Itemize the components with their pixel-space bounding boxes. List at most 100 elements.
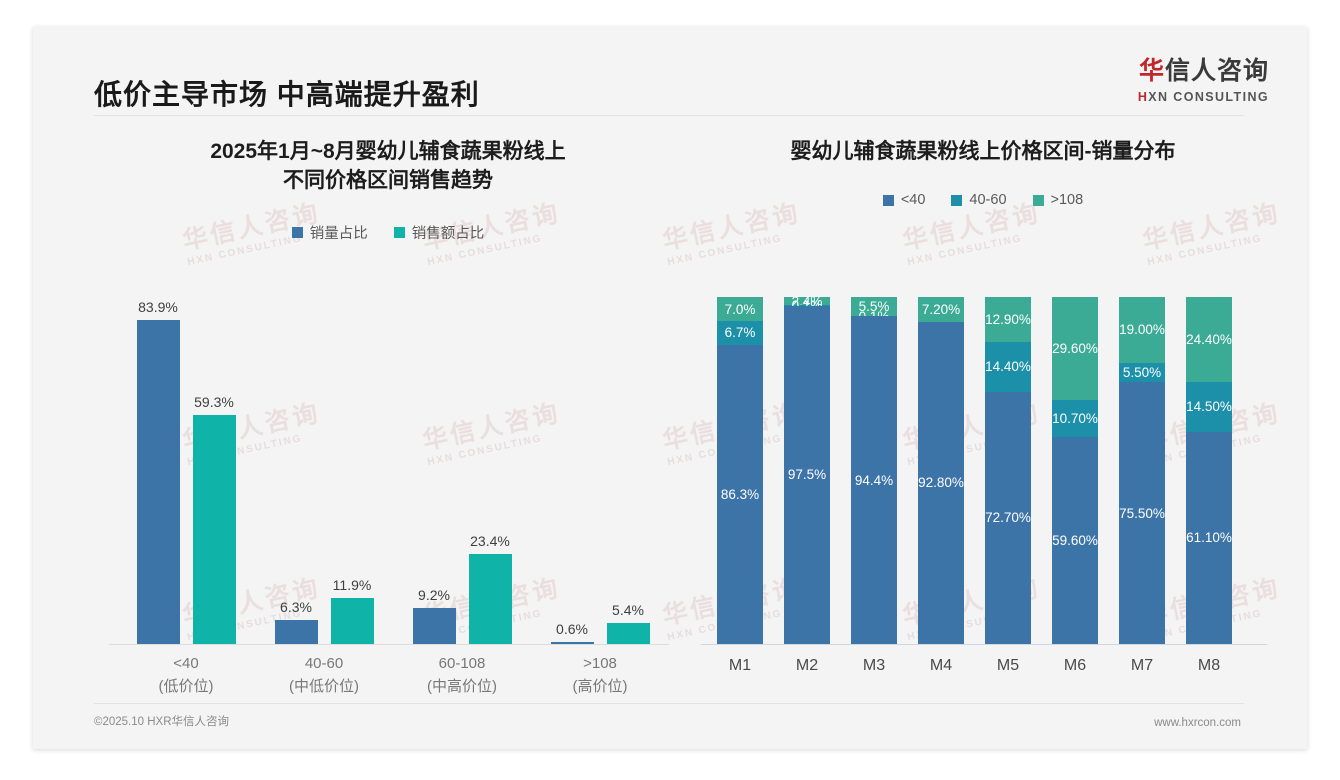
bar-销售额占比[interactable] bbox=[192, 414, 236, 644]
legend-swatch-icon bbox=[951, 194, 963, 206]
stack-segment-label: 5.50% bbox=[1122, 364, 1162, 380]
right-chart-bars: 7.0% 6.7% 86.3% 2.4%0.1%97.5% 5.5%0.1%94.4% 7… bbox=[701, 294, 1267, 645]
bar-wrapper: 83.9% bbox=[136, 297, 180, 644]
category-label-tier: (低价位) bbox=[158, 677, 214, 695]
bar-group: 6.3% 11.9% bbox=[259, 297, 389, 644]
bar-wrapper: 11.9% bbox=[330, 297, 374, 644]
logo-english-first: H bbox=[1137, 90, 1149, 104]
category-label-tier: (中低价位) bbox=[289, 677, 359, 695]
bar-value-label: 0.6% bbox=[556, 620, 588, 637]
right-chart-plot-area: 7.0% 6.7% 86.3% 2.4%0.1%97.5% 5.5%0.1%94.4% 7… bbox=[701, 294, 1267, 697]
legend-swatch-icon bbox=[393, 226, 405, 238]
stacked-bar: 2.4%0.1%97.5% bbox=[784, 294, 830, 644]
stack-segment-label: 59.60% bbox=[1052, 532, 1098, 548]
stack-segment-<40[interactable]: 75.50% bbox=[1119, 382, 1165, 644]
legend-item-2[interactable]: 销售额占比 bbox=[393, 222, 484, 243]
stack-segment-label: 2.4% bbox=[791, 293, 823, 309]
bar-销售额占比[interactable] bbox=[468, 553, 512, 644]
right-chart-panel: 婴幼儿辅食蔬果粉线上价格区间-销量分布 <40 40-60 >108 7.0% 6.7… bbox=[693, 137, 1273, 697]
bar-wrapper: 59.3% bbox=[192, 297, 236, 644]
stack-segment-40-60[interactable]: 5.50% bbox=[1119, 362, 1165, 382]
stack-segment->108[interactable]: 19.00% bbox=[1119, 297, 1165, 363]
legend-item-1[interactable]: 销量占比 bbox=[291, 222, 368, 243]
month-label: M1 bbox=[728, 657, 752, 674]
stack-segment-label: 7.0% bbox=[724, 301, 756, 317]
stack-segment-label: 61.10% bbox=[1186, 530, 1232, 546]
stacked-bar: 7.20% 92.80% bbox=[918, 297, 964, 644]
stack-segment-<40[interactable]: 61.10% bbox=[1186, 431, 1232, 644]
bar-wrapper: 5.4% bbox=[606, 297, 650, 644]
bar-销售额占比[interactable] bbox=[330, 598, 374, 644]
stack-segment-label: 6.7% bbox=[724, 325, 756, 341]
stack-segment-label: 7.20% bbox=[921, 301, 961, 317]
stack-segment-label: 14.40% bbox=[985, 359, 1031, 375]
bar-group: 83.9% 59.3% bbox=[121, 297, 251, 644]
stack-segment-<40[interactable]: 97.5% bbox=[784, 305, 830, 644]
stack-segment->108[interactable]: 2.4% bbox=[784, 294, 830, 309]
stack-segment-40-60[interactable]: 10.70% bbox=[1052, 399, 1098, 437]
stack-segment-<40[interactable]: 94.4% bbox=[851, 316, 897, 644]
category-label-range: 60-108 bbox=[438, 655, 486, 672]
stack-segment->108[interactable]: 29.60% bbox=[1052, 296, 1098, 400]
left-chart-title: 2025年1月~8月婴幼儿辅食蔬果粉线上 不同价格区间销售趋势 bbox=[93, 137, 683, 196]
page-title: 低价主导市场 中高端提升盈利 bbox=[94, 79, 480, 110]
bar-销量占比[interactable] bbox=[550, 641, 594, 644]
legend-item-3[interactable]: >108 bbox=[1032, 192, 1084, 209]
bar-value-label: 6.3% bbox=[280, 598, 312, 615]
logo-chinese-rest: 信人咨询 bbox=[1164, 57, 1269, 85]
stack-segment-<40[interactable]: 92.80% bbox=[918, 321, 964, 644]
legend-item-2[interactable]: 40-60 bbox=[951, 192, 1007, 208]
left-chart-legend: 销量占比 销售额占比 bbox=[93, 222, 683, 243]
category-label-tier: (中高价位) bbox=[427, 677, 497, 695]
stack-segment-label: 72.70% bbox=[985, 510, 1031, 526]
month-label: M8 bbox=[1197, 657, 1221, 674]
stack-segment->108[interactable]: 5.5% bbox=[851, 297, 897, 317]
stack-segment->108[interactable]: 12.90% bbox=[985, 297, 1031, 342]
stacked-bar: 5.5%0.1%94.4% bbox=[851, 297, 897, 644]
stack-segment-label: 86.3% bbox=[720, 486, 760, 502]
stacked-bar: 12.90% 14.40% 72.70% bbox=[985, 297, 1031, 644]
stack-segment-label: 12.90% bbox=[985, 311, 1031, 327]
legend-label: >108 bbox=[1050, 192, 1084, 209]
legend-swatch-icon bbox=[291, 226, 303, 238]
category-label: >108 (高价位) bbox=[525, 653, 675, 698]
bar-销量占比[interactable] bbox=[136, 319, 180, 644]
bar-group: 0.6% 5.4% bbox=[535, 297, 665, 644]
category-label-range: >108 bbox=[583, 655, 617, 672]
stack-segment-label: 10.70% bbox=[1052, 410, 1098, 426]
bar-销量占比[interactable] bbox=[412, 608, 456, 644]
bar-wrapper: 23.4% bbox=[468, 297, 512, 644]
stack-segment-40-60[interactable]: 6.7% bbox=[717, 321, 763, 345]
stacked-bar: 19.00% 5.50% 75.50% bbox=[1119, 297, 1165, 644]
stack-segment->108[interactable]: 7.20% bbox=[918, 297, 964, 322]
bar-value-label: 11.9% bbox=[332, 577, 372, 593]
bar-group: 9.2% 23.4% bbox=[397, 297, 527, 644]
stack-segment-label: 92.80% bbox=[918, 475, 964, 491]
month-label: M5 bbox=[996, 657, 1020, 674]
bar-销量占比[interactable] bbox=[274, 619, 318, 644]
legend-label: 销量占比 bbox=[309, 225, 368, 242]
stacked-bar: 24.40% 14.50% 61.10% bbox=[1186, 296, 1232, 644]
logo-chinese-first: 华 bbox=[1138, 57, 1165, 85]
stack-segment-<40[interactable]: 59.60% bbox=[1052, 436, 1098, 644]
stack-segment-<40[interactable]: 86.3% bbox=[717, 344, 763, 644]
slide-header: 低价主导市场 中高端提升盈利 华信人咨询 HXN CONSULTING bbox=[33, 27, 1307, 116]
stack-segment->108[interactable]: 7.0% bbox=[717, 296, 763, 322]
bar-销售额占比[interactable] bbox=[606, 623, 650, 644]
category-label: 60-108 (中高价位) bbox=[387, 653, 537, 698]
month-label: M3 bbox=[862, 657, 886, 674]
stack-segment-40-60[interactable]: 14.40% bbox=[985, 341, 1031, 392]
month-label: M6 bbox=[1063, 657, 1087, 674]
stack-segment-label: 94.4% bbox=[854, 472, 894, 488]
category-label: <40 (低价位) bbox=[111, 653, 261, 698]
stack-segment-label: 97.5% bbox=[787, 467, 827, 483]
bar-wrapper: 6.3% bbox=[274, 297, 318, 644]
left-chart-plot-area: 83.9% 59.3% 6.3% 11.9% 9.2% 23.4% 0.6% 5.4% <40… bbox=[109, 297, 669, 697]
stack-segment-label: 29.60% bbox=[1052, 340, 1098, 356]
stack-segment-40-60[interactable]: 14.50% bbox=[1186, 381, 1232, 432]
stack-segment->108[interactable]: 24.40% bbox=[1186, 296, 1232, 382]
bar-value-label: 23.4% bbox=[470, 532, 510, 549]
bar-value-label: 59.3% bbox=[194, 393, 234, 410]
stack-segment-<40[interactable]: 72.70% bbox=[985, 391, 1031, 644]
legend-item-1[interactable]: <40 bbox=[882, 192, 925, 208]
